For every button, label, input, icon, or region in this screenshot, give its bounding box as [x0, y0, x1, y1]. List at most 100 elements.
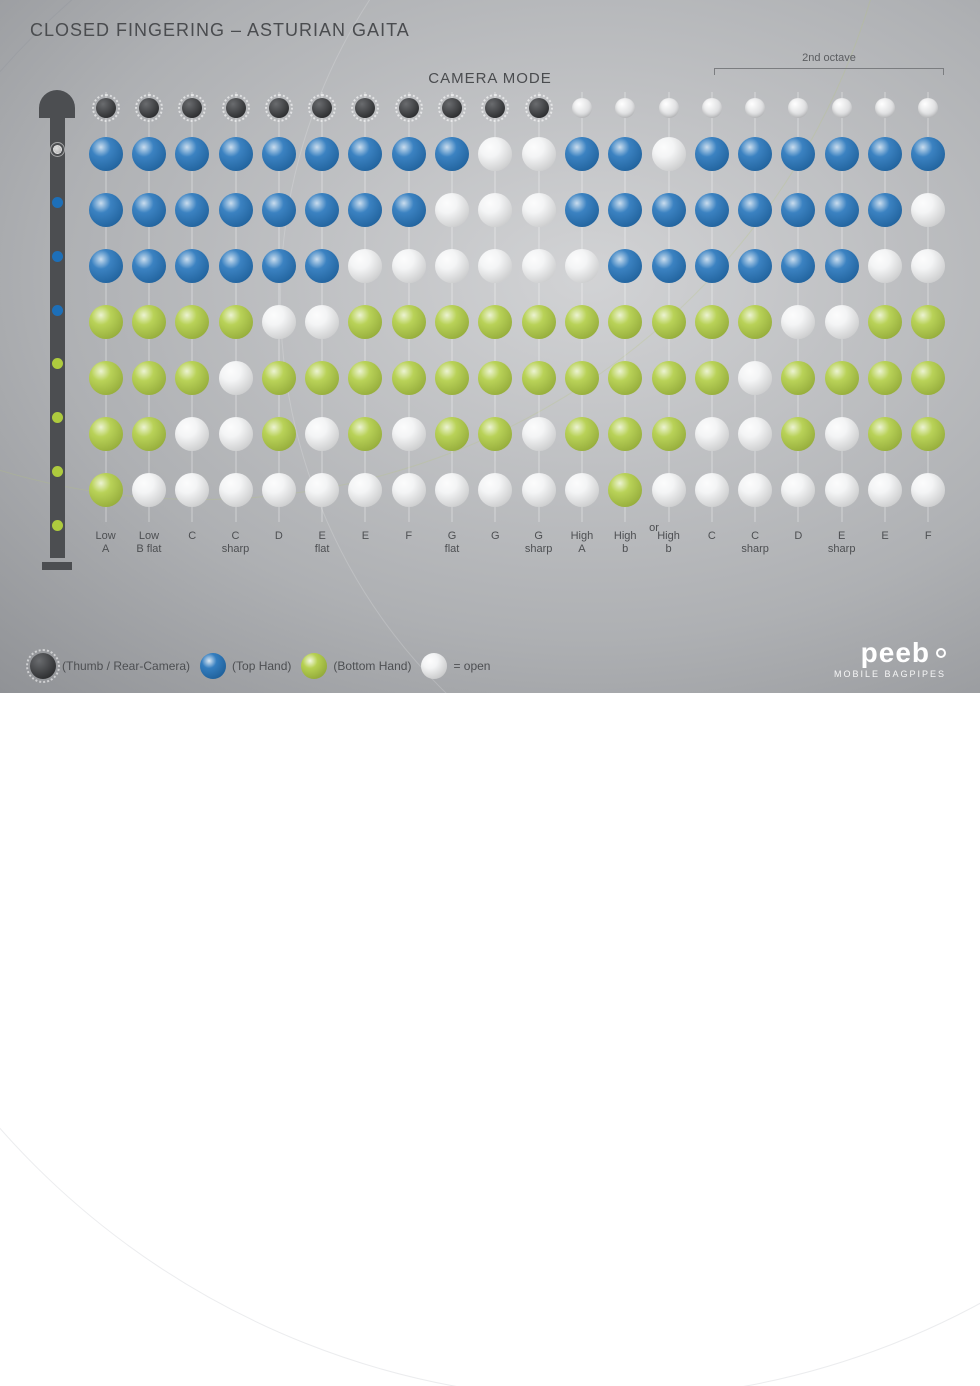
closed-bottom-hole	[868, 417, 902, 451]
closed-bottom-hole	[478, 361, 512, 395]
hole-cell	[652, 462, 686, 518]
open-thumb-hole	[918, 98, 938, 118]
closed-top-hole	[305, 137, 339, 171]
closed-top-hole	[608, 249, 642, 283]
open-bottom-hole	[522, 417, 556, 451]
hole-cell	[652, 126, 686, 182]
closed-top-hole	[608, 193, 642, 227]
legend-label: (Thumb / Rear-Camera)	[62, 659, 190, 673]
hole-cell	[262, 126, 296, 182]
open-bottom-hole	[132, 473, 166, 507]
note-column: D	[257, 90, 300, 570]
hole-cell	[435, 350, 469, 406]
closed-bottom-hole	[565, 305, 599, 339]
open-top-hole	[565, 249, 599, 283]
open-top-hole	[911, 249, 945, 283]
hole-cell	[565, 294, 599, 350]
hole-cell	[565, 126, 599, 182]
note-label: LowA	[96, 530, 116, 558]
note-label-line: High	[657, 530, 680, 543]
hole-cell	[745, 90, 765, 126]
hole-cell	[565, 406, 599, 462]
hole-cell	[738, 350, 772, 406]
hole-cell	[348, 406, 382, 462]
closed-thumb-hole	[226, 98, 246, 118]
hole-cell	[96, 90, 116, 126]
note-label-line: C	[222, 530, 250, 543]
second-octave-label: 2nd octave	[802, 52, 856, 64]
note-label: F	[405, 530, 412, 558]
open-top-hole	[478, 137, 512, 171]
hole-cell	[695, 406, 729, 462]
hole-cell	[175, 462, 209, 518]
note-label-line: C	[708, 530, 716, 543]
hole-cell	[262, 182, 296, 238]
note-label: C	[708, 530, 716, 558]
hole-cell	[652, 406, 686, 462]
closed-top-hole	[132, 193, 166, 227]
hole-cell	[392, 406, 426, 462]
closed-top-hole	[348, 137, 382, 171]
hole-cell	[305, 406, 339, 462]
hole-cell	[478, 462, 512, 518]
hole-cell	[89, 350, 123, 406]
hole-cell	[219, 406, 253, 462]
note-label-line: D	[275, 530, 283, 543]
hole-cell	[219, 182, 253, 238]
hole-cell	[615, 90, 635, 126]
open-top-hole	[435, 193, 469, 227]
note-column: C	[690, 90, 733, 570]
open-bottom-hole	[738, 473, 772, 507]
hole-cell	[522, 238, 556, 294]
hole-cell	[608, 182, 642, 238]
hole-cell	[305, 182, 339, 238]
hole-cell	[89, 126, 123, 182]
note-label-line: C	[741, 530, 769, 543]
open-bottom-hole	[781, 305, 815, 339]
closed-bottom-hole	[608, 473, 642, 507]
hole-cell	[868, 126, 902, 182]
open-thumb-hole	[572, 98, 592, 118]
closed-bottom-hole	[89, 361, 123, 395]
hole-cell	[825, 406, 859, 462]
hole-cell	[695, 350, 729, 406]
closed-bottom-hole	[695, 305, 729, 339]
hole-cell	[565, 238, 599, 294]
closed-thumb-hole	[355, 98, 375, 118]
closed-top-hole	[738, 193, 772, 227]
hole-cell	[219, 462, 253, 518]
closed-top-hole	[652, 193, 686, 227]
closed-bottom-hole	[911, 361, 945, 395]
hole-cell	[738, 238, 772, 294]
open-bottom-hole	[825, 417, 859, 451]
note-label-line: F	[405, 530, 412, 543]
hole-cell	[262, 350, 296, 406]
closed-bottom-hole	[89, 305, 123, 339]
brand-dot-icon	[936, 648, 946, 658]
hole-cell	[608, 238, 642, 294]
closed-bottom-hole	[781, 361, 815, 395]
note-label-line: sharp	[741, 543, 769, 556]
hole-cell	[392, 294, 426, 350]
hole-cell	[652, 182, 686, 238]
open-bottom-hole	[175, 417, 209, 451]
closed-bottom-hole	[175, 361, 209, 395]
hole-cell	[175, 294, 209, 350]
note-label: G	[491, 530, 500, 558]
hole-cell	[652, 350, 686, 406]
open-bottom-hole	[738, 361, 772, 395]
hole-cell	[825, 462, 859, 518]
closed-bottom-hole	[132, 417, 166, 451]
closed-bottom-hole	[89, 473, 123, 507]
note-label: Csharp	[222, 530, 250, 558]
note-label: C	[188, 530, 196, 558]
closed-top-hole	[262, 249, 296, 283]
open-bottom-hole	[652, 473, 686, 507]
legend-swatch	[301, 653, 327, 679]
hole-cell	[478, 182, 512, 238]
hole-cell	[262, 294, 296, 350]
hole-cell	[781, 294, 815, 350]
open-top-hole	[868, 249, 902, 283]
open-bottom-hole	[478, 473, 512, 507]
hole-cell	[348, 350, 382, 406]
